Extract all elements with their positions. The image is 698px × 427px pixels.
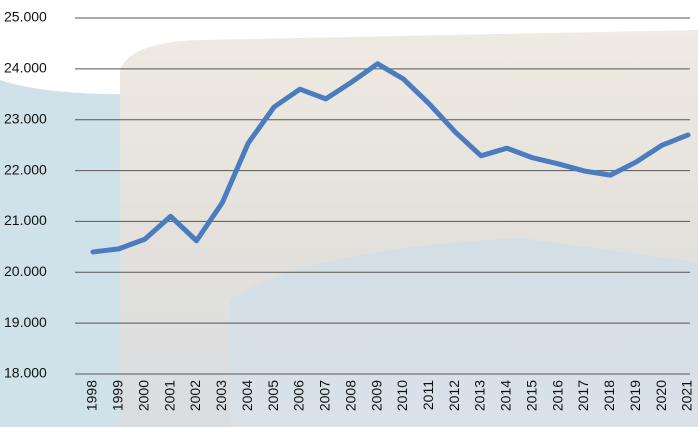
x-tick-label: 2014 <box>498 380 514 411</box>
x-tick-label: 1998 <box>84 380 100 411</box>
x-tick-label: 2010 <box>394 380 410 411</box>
x-tick-label: 2009 <box>368 380 384 411</box>
y-tick-label: 20.000 <box>4 263 47 279</box>
x-tick-label: 2019 <box>627 380 643 411</box>
x-tick-label: 2005 <box>265 380 281 411</box>
x-tick-label: 2008 <box>342 380 358 411</box>
y-tick-label: 25.000 <box>4 9 47 25</box>
y-tick-label: 24.000 <box>4 60 47 76</box>
x-tick-label: 2001 <box>161 380 177 411</box>
x-tick-label: 2011 <box>420 380 436 410</box>
x-tick-label: 2020 <box>653 380 669 411</box>
y-tick-label: 19.000 <box>4 314 47 330</box>
x-tick-label: 2021 <box>679 380 695 411</box>
line <box>90 61 691 255</box>
x-tick-label: 2012 <box>446 380 462 411</box>
x-tick-label: 1999 <box>110 380 126 411</box>
x-tick-label: 2018 <box>601 380 617 411</box>
x-tick-label: 2002 <box>187 380 203 411</box>
x-tick-label: 2004 <box>239 380 255 411</box>
x-tick-label: 2016 <box>549 380 565 411</box>
y-tick-label: 21.000 <box>4 212 47 228</box>
y-tick-label: 18.000 <box>4 365 47 381</box>
x-tick-label: 2006 <box>291 380 307 411</box>
y-tick-label: 23.000 <box>4 110 47 126</box>
x-tick-label: 2013 <box>472 380 488 411</box>
x-tick-label: 2003 <box>213 380 229 411</box>
x-tick-label: 2017 <box>575 380 591 411</box>
x-tick-label: 2015 <box>523 380 539 411</box>
y-tick-label: 22.000 <box>4 161 47 177</box>
x-tick-label: 2007 <box>317 380 333 411</box>
background-photo-detail <box>230 238 698 427</box>
x-tick-label: 2000 <box>135 380 151 411</box>
